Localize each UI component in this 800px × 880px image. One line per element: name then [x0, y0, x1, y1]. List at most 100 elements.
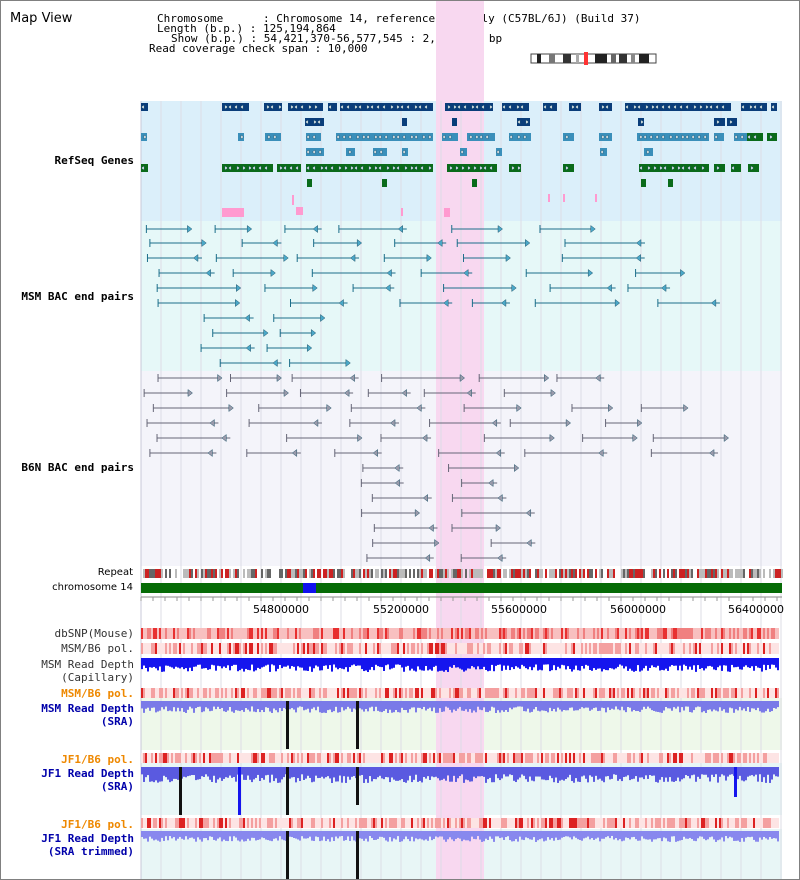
- polymorphism-bin: [687, 688, 689, 698]
- polymorphism-bin: [535, 818, 537, 828]
- read-depth-bin: [425, 658, 427, 666]
- repeat-element: [341, 569, 343, 578]
- read-depth-bin: [345, 767, 347, 783]
- read-depth-bin: [489, 658, 491, 671]
- polymorphism-bin: [491, 688, 493, 698]
- gene-strand-arrow: [671, 165, 676, 171]
- read-depth-bin: [483, 767, 485, 777]
- polymorphism-bin: [363, 818, 365, 828]
- polymorphism-bin: [735, 643, 737, 654]
- polymorphism-bin: [209, 643, 211, 654]
- polymorphism-bin: [571, 688, 573, 698]
- polymorphism-bin: [565, 643, 567, 654]
- polymorphism-bin: [597, 753, 599, 763]
- polymorphism-bin: [601, 753, 603, 763]
- read-depth-bin: [551, 701, 553, 712]
- read-depth-bin: [365, 767, 367, 780]
- read-depth-bin: [777, 701, 779, 708]
- polymorphism-bin: [769, 753, 771, 763]
- gene-strand-arrow: [633, 104, 638, 110]
- polymorphism-bin: [639, 818, 641, 828]
- read-depth-bin: [657, 767, 659, 783]
- polymorphism-bin: [775, 628, 777, 639]
- read-depth-bin: [455, 658, 457, 668]
- polymorphism-bin: [657, 753, 659, 763]
- repeat-element: [365, 569, 367, 578]
- read-depth-bin: [353, 658, 355, 665]
- repeat-element: [687, 569, 689, 578]
- refseq-gene: [265, 133, 281, 141]
- msm-bac-pair-head: [426, 253, 432, 263]
- read-depth-bin: [143, 831, 145, 839]
- read-depth-bin: [715, 831, 717, 842]
- polymorphism-bin: [417, 818, 419, 828]
- read-depth-bin: [163, 767, 165, 776]
- read-depth-bin: [261, 701, 263, 711]
- read-depth-bin: [403, 767, 405, 783]
- polymorphism-bin: [737, 753, 739, 763]
- b6n-bac-pair-head: [497, 553, 503, 563]
- polymorphism-bin: [677, 628, 679, 639]
- read-depth-bin: [729, 767, 731, 775]
- b6n-bac-pair-head: [550, 388, 556, 398]
- polymorphism-bin: [651, 628, 653, 639]
- repeat-element: [377, 569, 379, 578]
- track-label-refseq[interactable]: RefSeq Genes: [54, 154, 134, 167]
- polymorphism-bin: [237, 643, 239, 654]
- polymorphism-bin: [567, 628, 569, 639]
- track-label-dbsnp: dbSNP(Mouse): [54, 627, 134, 640]
- gene-strand-arrow: [405, 104, 410, 110]
- gene-strand-arrow: [574, 104, 579, 110]
- polymorphism-bin: [733, 818, 735, 828]
- read-depth-bin: [385, 701, 387, 710]
- polymorphism-bin: [351, 628, 353, 639]
- read-depth-bin: [523, 658, 525, 667]
- read-depth-bin: [309, 767, 311, 778]
- polymorphism-bin: [425, 818, 427, 828]
- gene-strand-arrow: [347, 134, 352, 140]
- polymorphism-bin: [639, 643, 641, 654]
- polymorphism-bin: [671, 818, 673, 828]
- read-depth-bin: [311, 831, 313, 841]
- polymorphism-bin: [443, 643, 445, 654]
- polymorphism-bin: [521, 818, 523, 828]
- polymorphism-bin: [267, 688, 269, 698]
- polymorphism-bin: [215, 753, 217, 763]
- polymorphism-bin: [577, 628, 579, 639]
- polymorphism-bin: [719, 643, 721, 654]
- polymorphism-bin: [229, 818, 231, 828]
- refseq-gene: [307, 179, 312, 187]
- polymorphism-bin: [547, 688, 549, 698]
- read-depth-bin: [373, 831, 375, 841]
- polymorphism-bin: [533, 628, 535, 639]
- polymorphism-bin: [457, 753, 459, 763]
- polymorphism-bin: [697, 753, 699, 763]
- read-depth-bin: [615, 658, 617, 669]
- read-depth-bin: [395, 767, 397, 781]
- read-depth-bin: [681, 831, 683, 841]
- polymorphism-bin: [577, 688, 579, 698]
- polymorphism-bin: [401, 753, 403, 763]
- polymorphism-bin: [551, 688, 553, 698]
- polymorphism-bin: [739, 643, 741, 654]
- polymorphism-bin: [409, 643, 411, 654]
- polymorphism-bin: [603, 628, 605, 639]
- gene-strand-arrow: [392, 134, 397, 140]
- polymorphism-bin: [725, 643, 727, 654]
- read-depth-bin: [257, 701, 259, 710]
- track-label-b6n-bac[interactable]: B6N BAC end pairs: [21, 461, 134, 474]
- read-depth-bin: [579, 658, 581, 671]
- read-depth-bin: [705, 831, 707, 841]
- track-label-msm-depth-cap: MSM Read Depth: [41, 658, 134, 671]
- polymorphism-bin: [183, 753, 185, 763]
- gene-strand-arrow: [311, 134, 316, 140]
- repeat-element: [659, 569, 661, 578]
- repeat-element: [489, 569, 491, 578]
- read-depth-bin: [279, 658, 281, 665]
- polymorphism-bin: [579, 628, 581, 639]
- read-depth-bin: [753, 767, 755, 777]
- read-depth-bin: [469, 831, 471, 842]
- track-label-msm-bac[interactable]: MSM BAC end pairs: [21, 290, 134, 303]
- polymorphism-bin: [529, 628, 531, 639]
